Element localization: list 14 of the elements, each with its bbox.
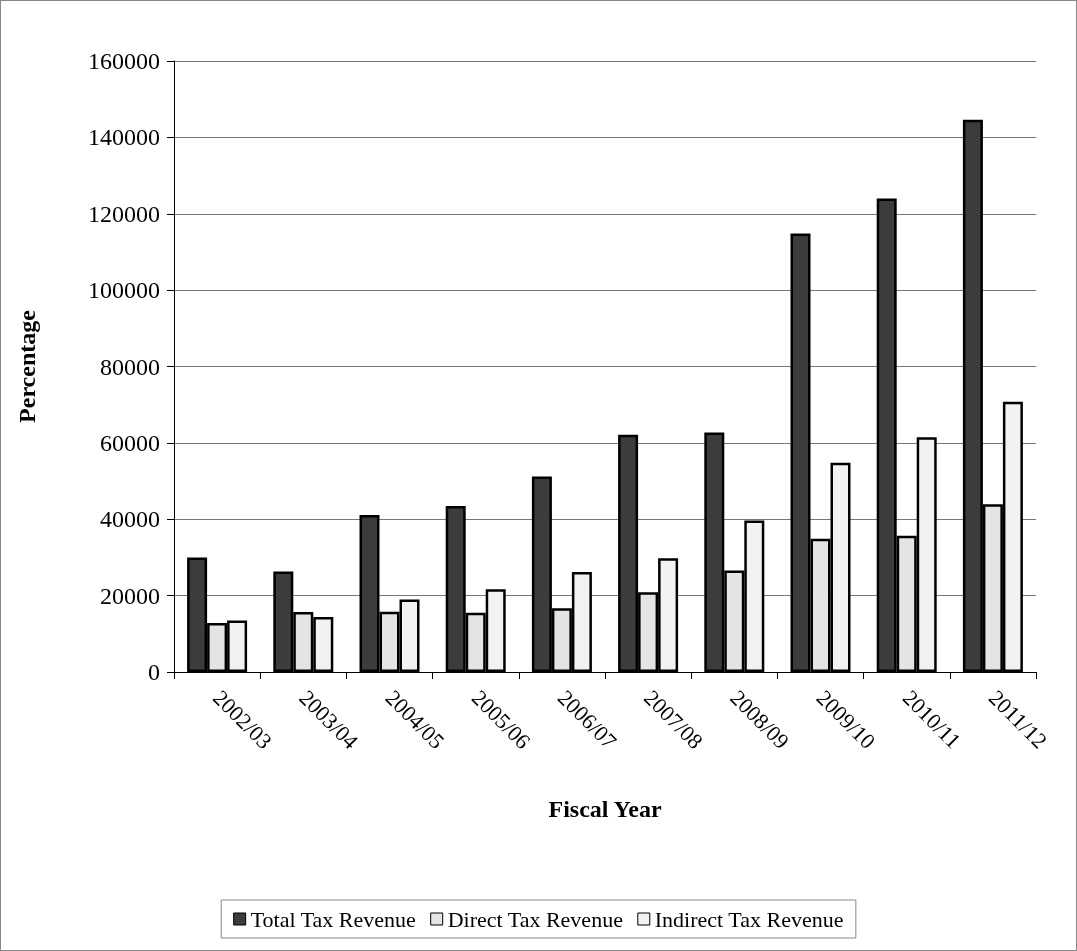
legend-label: Total Tax Revenue [250, 906, 416, 932]
y-axis-title: Percentage [14, 309, 40, 423]
y-tick-label: 100000 [88, 277, 160, 304]
y-tick-label: 40000 [100, 506, 160, 533]
y-tick-label: 0 [148, 659, 160, 685]
y-tick-label: 20000 [100, 582, 160, 609]
legend-label: Indirect Tax Revenue [654, 906, 844, 932]
y-tick-label: 140000 [88, 124, 160, 151]
y-tick-label: 60000 [100, 429, 160, 456]
y-tick-label: 80000 [100, 353, 160, 380]
y-tick-label: 160000 [88, 48, 160, 74]
y-tick-label: 120000 [88, 200, 160, 227]
x-axis-title: Fiscal Year [548, 796, 662, 822]
legend-label: Direct Tax Revenue [447, 906, 623, 932]
